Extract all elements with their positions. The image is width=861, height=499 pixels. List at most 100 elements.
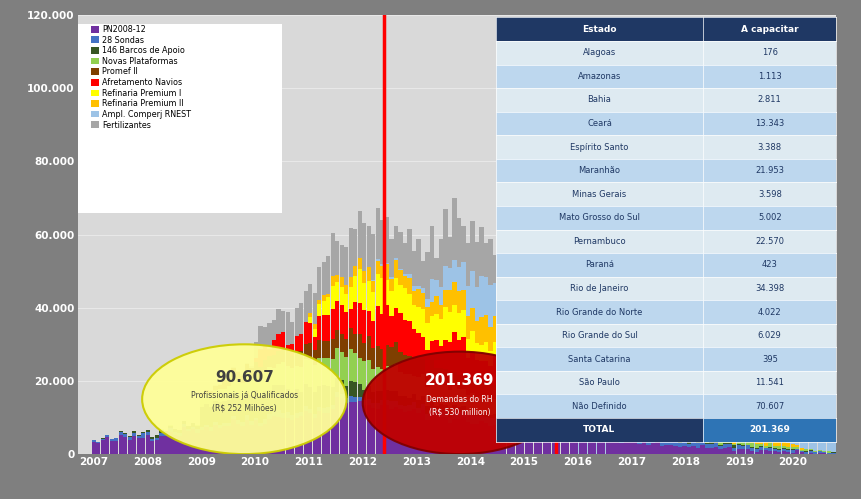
Bar [641,430,646,435]
Bar [682,446,686,454]
Bar [821,453,826,454]
Bar [610,424,614,427]
Bar [511,338,515,360]
Bar [380,220,384,264]
Bar [759,444,763,446]
Bar [335,241,339,275]
Bar [524,214,528,250]
Bar [492,255,497,283]
Bar [537,434,542,454]
Text: 201.369: 201.369 [748,425,790,434]
Bar [375,306,380,346]
Bar [249,368,253,378]
Text: 34.398: 34.398 [754,284,784,293]
Bar [533,379,537,399]
Bar [686,442,691,444]
Bar [623,408,628,415]
Bar [483,315,487,342]
Bar [398,405,402,409]
Bar [794,449,798,451]
Bar [587,408,592,421]
Bar [763,450,767,454]
Bar [448,417,452,423]
Bar [249,421,253,425]
Bar [700,240,704,247]
Bar [713,249,717,254]
Bar [547,426,551,429]
Bar [456,313,461,340]
Bar [474,360,479,385]
Bar [434,280,438,296]
Bar [263,419,267,424]
Bar [164,431,168,434]
Bar [501,357,505,388]
Bar [240,426,245,454]
Bar [686,444,691,447]
Bar [628,442,632,454]
Bar [236,420,240,424]
Bar [817,269,821,450]
Bar [357,401,362,454]
Bar [443,266,447,290]
Bar [731,448,735,451]
Bar [569,434,573,454]
Bar [515,347,519,364]
Bar [307,284,312,313]
Bar [420,293,424,309]
Bar [753,448,758,449]
Bar [137,438,141,454]
Text: Ceará: Ceará [586,119,611,128]
Bar [483,398,487,413]
Bar [380,349,384,369]
Bar [389,391,393,401]
Bar [524,372,528,396]
Bar [218,403,222,425]
Bar [204,390,208,393]
Bar [790,269,794,271]
Bar [803,269,808,449]
Bar [303,291,307,322]
Bar [506,349,511,365]
Bar [299,416,303,454]
Bar [794,447,798,449]
Bar [569,250,573,333]
Bar [416,333,420,359]
Bar [339,398,344,454]
Bar [362,283,366,310]
Bar [371,408,375,454]
Bar [371,234,375,280]
Bar [682,441,686,446]
Bar [695,253,699,400]
Bar [722,408,727,440]
Bar [281,311,285,332]
Bar [735,260,740,417]
Bar [753,253,758,256]
Bar [353,397,357,402]
Bar [555,422,560,429]
Bar [569,412,573,418]
Bar [618,276,623,378]
Bar [357,269,362,302]
Bar [704,445,709,448]
Bar [281,385,285,413]
Bar [735,256,740,260]
Text: Profissionais já Qualificados: Profissionais já Qualificados [190,391,298,400]
Bar [492,355,497,385]
Bar [389,239,393,277]
Bar [785,270,790,443]
Bar [740,248,745,252]
Bar [664,439,668,441]
Bar [483,342,487,361]
Bar [299,412,303,416]
Bar [402,243,406,273]
Bar [461,289,465,309]
Bar [488,351,492,366]
Bar [646,434,650,439]
Bar [821,452,826,453]
Bar [416,400,420,408]
Bar [501,269,505,319]
Bar [610,427,614,434]
Bar [231,368,235,377]
Bar [443,306,447,340]
Bar [443,290,447,306]
